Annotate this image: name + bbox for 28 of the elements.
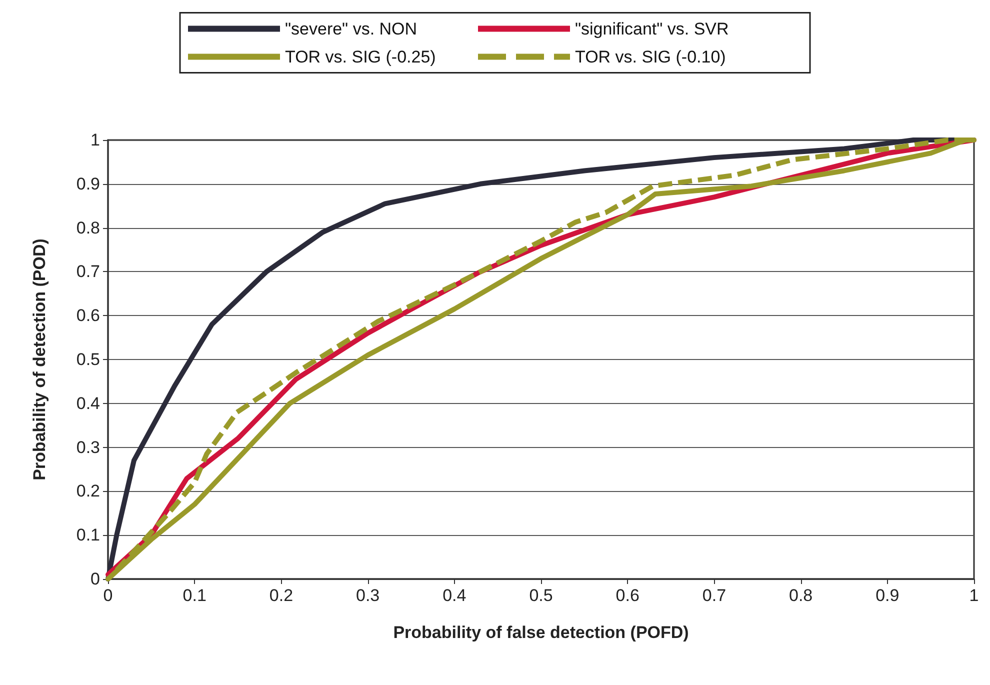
y-tick-label: 0.2 bbox=[76, 482, 100, 501]
y-tick-label: 1 bbox=[90, 130, 100, 150]
y-axis-title: Probability of detection (POD) bbox=[30, 238, 49, 480]
x-tick-label: 0.1 bbox=[182, 586, 206, 605]
y-tick-label: 0.4 bbox=[76, 394, 100, 413]
x-tick-label: 0.9 bbox=[876, 586, 900, 605]
y-tick-label: 0.1 bbox=[76, 526, 100, 545]
x-tick-label: 0.5 bbox=[529, 586, 553, 605]
y-tick-label: 0.8 bbox=[76, 218, 100, 238]
legend-label: "significant" vs. SVR bbox=[575, 19, 729, 38]
x-axis-title: Probability of false detection (POFD) bbox=[393, 623, 689, 642]
y-tick-label: 0.9 bbox=[76, 174, 100, 194]
y-tick-label: 0.7 bbox=[76, 262, 100, 282]
legend-label: "severe" vs. NON bbox=[285, 19, 418, 38]
x-tick-label: 1 bbox=[969, 586, 979, 605]
x-tick-label: 0.8 bbox=[788, 586, 813, 605]
x-tick-label: 0 bbox=[103, 586, 113, 605]
x-tick-label: 0.3 bbox=[356, 586, 380, 605]
x-tick-label: 0.4 bbox=[442, 586, 466, 605]
legend-label: TOR vs. SIG (-0.25) bbox=[285, 47, 436, 66]
y-tick-label: 0.3 bbox=[76, 438, 100, 457]
x-tick-label: 0.6 bbox=[616, 586, 640, 605]
legend-label: TOR vs. SIG (-0.10) bbox=[575, 47, 726, 66]
y-tick-label: 0.5 bbox=[76, 350, 100, 369]
x-tick-label: 0.2 bbox=[269, 586, 294, 605]
x-tick-label: 0.7 bbox=[702, 586, 726, 605]
y-tick-label: 0.6 bbox=[76, 306, 100, 326]
y-tick-label: 0 bbox=[90, 570, 100, 588]
